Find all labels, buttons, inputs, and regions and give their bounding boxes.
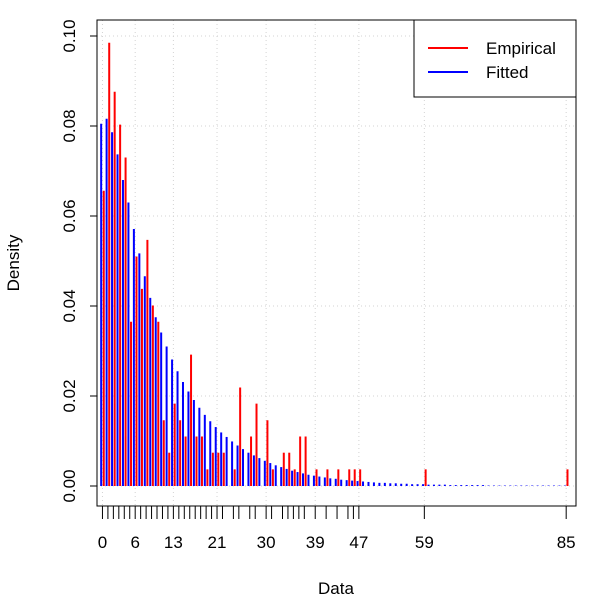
- x-tick-label: 85: [557, 533, 576, 552]
- x-tick-label: 47: [349, 533, 368, 552]
- empirical-bars: [102, 42, 569, 486]
- legend-box: [413, 19, 577, 98]
- fitted-bars: [100, 118, 566, 486]
- x-tick-label: 6: [130, 533, 139, 552]
- legend: Empirical Fitted: [413, 19, 577, 98]
- y-tick-label: 0.00: [60, 469, 79, 502]
- y-axis: 0.00 0.02 0.04 0.06 0.08 0.10: [60, 19, 98, 503]
- y-axis-title: Density: [4, 234, 23, 291]
- legend-label-fitted: Fitted: [486, 63, 529, 82]
- x-tick-label: 13: [164, 533, 183, 552]
- x-tick-label: 30: [257, 533, 276, 552]
- y-tick-label: 0.02: [60, 379, 79, 412]
- x-tick-label: 39: [306, 533, 325, 552]
- y-tick-label: 0.04: [60, 289, 79, 322]
- y-tick-label: 0.08: [60, 109, 79, 142]
- x-tick-label: 0: [98, 533, 107, 552]
- x-tick-label: 59: [415, 533, 434, 552]
- x-axis-title: Data: [318, 579, 354, 598]
- y-tick-label: 0.10: [60, 19, 79, 52]
- legend-label-empirical: Empirical: [486, 39, 556, 58]
- y-tick-label: 0.06: [60, 199, 79, 232]
- x-tick-label: 21: [208, 533, 227, 552]
- x-axis: 0 6 13 21 30 39 47 59 85: [98, 505, 576, 552]
